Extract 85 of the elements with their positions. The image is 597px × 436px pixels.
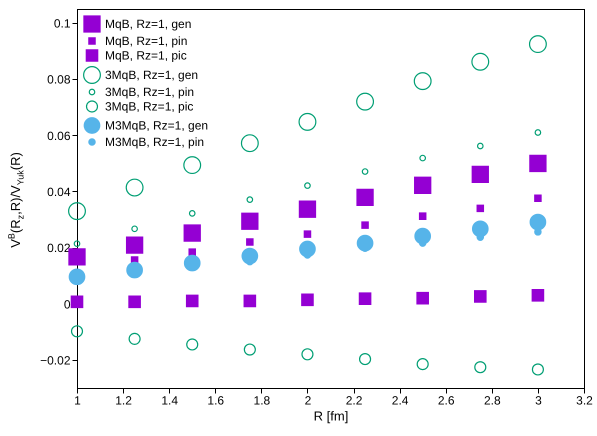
point <box>188 210 196 217</box>
point <box>532 363 544 376</box>
point <box>471 52 490 71</box>
legend-label: MqB, Rz=1, pin <box>105 34 188 48</box>
legend-label: M3MqB, Rz=1, gen <box>105 118 208 132</box>
point <box>126 262 143 278</box>
point <box>529 154 547 172</box>
point <box>298 200 316 218</box>
y-tick-label: 0.1 <box>54 16 71 31</box>
x-tick-label: 3.2 <box>576 394 594 408</box>
point <box>356 92 374 111</box>
point <box>416 358 429 370</box>
point <box>416 292 429 304</box>
point <box>246 238 254 246</box>
point <box>184 254 201 272</box>
point <box>304 182 311 189</box>
point <box>358 353 372 366</box>
point <box>183 156 202 174</box>
legend-label: 3MqB, Rz=1, pin <box>105 85 194 99</box>
point <box>184 224 201 242</box>
point <box>68 268 86 286</box>
point <box>304 230 312 238</box>
point <box>126 178 144 196</box>
y-tick-label: 0.06 <box>47 128 71 143</box>
point <box>244 343 256 356</box>
point <box>74 240 80 248</box>
x-axis-title: R [fm] <box>314 408 348 424</box>
point <box>472 166 489 184</box>
point <box>126 236 144 254</box>
point <box>472 220 489 238</box>
point <box>188 248 196 256</box>
x-tick-label: 2.2 <box>346 394 363 408</box>
point <box>476 204 484 212</box>
point <box>418 212 426 220</box>
x-tick-label: 3 <box>535 394 542 408</box>
point <box>414 176 432 194</box>
point <box>70 325 84 338</box>
point <box>298 112 316 131</box>
point <box>186 294 199 308</box>
point <box>474 361 486 374</box>
point <box>68 248 86 266</box>
point <box>240 134 259 152</box>
x-tick-label: 2.4 <box>392 394 409 408</box>
point <box>474 290 487 303</box>
legend-label: 3MqB, Rz=1, gen <box>105 68 198 82</box>
point <box>246 196 254 203</box>
point <box>358 292 372 306</box>
x-tick-label: 1.6 <box>207 394 224 408</box>
point <box>419 154 426 162</box>
x-tick-label: 2 <box>304 394 312 408</box>
legend-label: MqB, Rz=1, pic <box>105 48 187 62</box>
y-tick-label: 0 <box>64 297 71 312</box>
point <box>356 188 374 206</box>
point <box>68 202 86 220</box>
y-tick-label: 0.02 <box>47 241 71 256</box>
point <box>530 214 546 230</box>
legend-label: MqB, Rz=1, gen <box>105 17 192 31</box>
point <box>301 294 314 306</box>
point <box>128 296 141 308</box>
point <box>301 348 314 360</box>
x-tick-label: 2.6 <box>438 394 455 408</box>
point <box>414 72 432 90</box>
point <box>534 194 542 202</box>
point <box>362 168 368 175</box>
y-tick-label: 0.04 <box>47 184 71 199</box>
point <box>70 296 84 308</box>
point <box>361 221 369 229</box>
x-tick-label: 1.8 <box>254 394 271 408</box>
point <box>528 35 547 54</box>
point <box>476 142 484 150</box>
point <box>131 225 138 232</box>
x-tick-label: 1.4 <box>161 394 178 408</box>
y-tick-label: 0.08 <box>47 72 71 87</box>
legend-label: M3MqB, Rz=1, pin <box>105 135 204 149</box>
point <box>534 129 542 136</box>
x-tick-label: 1.2 <box>115 394 132 408</box>
point <box>186 338 198 351</box>
point <box>128 332 141 345</box>
point <box>244 294 256 308</box>
point <box>241 212 259 230</box>
point <box>532 289 544 302</box>
x-tick-label: 1 <box>74 394 82 408</box>
legend-label: 3MqB, Rz=1, pic <box>105 100 194 114</box>
y-tick-label: −0.02 <box>40 353 71 368</box>
x-tick-label: 2.8 <box>484 394 501 408</box>
